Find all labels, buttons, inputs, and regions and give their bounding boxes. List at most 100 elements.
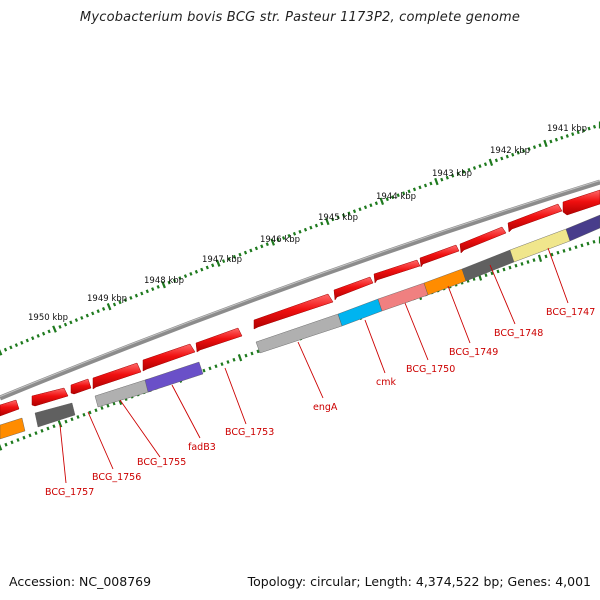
gene-label[interactable]: BCG_1757 — [45, 487, 94, 498]
gene-label[interactable]: BCG_1749 — [449, 347, 498, 358]
minor-tick — [256, 349, 260, 354]
major-tick — [598, 121, 600, 129]
minor-tick — [10, 440, 14, 445]
minor-tick — [96, 309, 100, 314]
minor-tick — [576, 130, 580, 135]
gene-arrow[interactable] — [562, 189, 600, 216]
leader-line — [447, 285, 471, 344]
gene-arrow[interactable] — [0, 399, 20, 417]
minor-tick — [402, 191, 406, 196]
kbp-label-1944: 1944 kbp — [376, 192, 416, 202]
minor-tick — [80, 316, 84, 320]
gene-label[interactable]: BCG_1748 — [494, 328, 543, 339]
gene-label[interactable]: BCG_1747 — [546, 307, 595, 318]
major-tick — [106, 303, 112, 311]
minor-tick — [560, 135, 564, 140]
minor-tick — [287, 234, 291, 238]
genome-backbone-shade — [0, 180, 600, 397]
feature-bar[interactable] — [34, 402, 76, 428]
gene-arrow[interactable] — [507, 203, 563, 233]
gene-label[interactable]: BCG_1750 — [406, 364, 455, 375]
gene-label[interactable]: BCG_1756 — [92, 472, 141, 483]
kbp-label-1941: 1941 kbp — [547, 124, 587, 134]
minor-tick — [238, 252, 242, 257]
minor-tick — [47, 329, 51, 334]
gene-arrow[interactable] — [31, 387, 69, 407]
feature-bar[interactable] — [94, 378, 153, 408]
minor-tick — [64, 419, 68, 424]
minor-tick — [183, 274, 188, 278]
minor-tick — [514, 263, 518, 268]
minor-tick — [85, 313, 89, 318]
gene-arrow[interactable] — [142, 343, 196, 372]
minor-tick — [347, 211, 351, 216]
minor-tick — [243, 250, 248, 255]
minor-tick — [244, 353, 248, 358]
minor-tick — [260, 244, 264, 249]
minor-tick — [76, 415, 80, 419]
feature-bar[interactable] — [565, 214, 600, 242]
minor-tick — [462, 169, 466, 174]
gene-label[interactable]: engA — [313, 402, 338, 413]
leader-line — [87, 411, 114, 470]
inner-scale-ticks — [0, 236, 600, 451]
leader-line — [404, 302, 429, 361]
minor-tick — [232, 357, 236, 362]
minor-tick — [91, 311, 95, 316]
major-tick — [57, 420, 63, 428]
minor-tick — [214, 364, 218, 369]
minor-tick — [70, 417, 74, 422]
minor-tick — [34, 431, 38, 435]
minor-tick — [571, 132, 575, 136]
minor-tick — [156, 285, 160, 289]
minor-tick — [3, 347, 8, 352]
minor-tick — [28, 433, 32, 438]
gene-label[interactable]: BCG_1755 — [137, 457, 186, 468]
gene-label[interactable]: fadB3 — [188, 442, 216, 453]
gene-label[interactable]: BCG_1753 — [225, 427, 274, 438]
feature-bar[interactable] — [337, 298, 383, 327]
minor-tick — [526, 260, 530, 264]
minor-tick — [592, 124, 597, 129]
minor-tick — [532, 258, 536, 262]
feature-bar[interactable] — [144, 361, 204, 393]
minor-tick — [554, 137, 558, 142]
gene-labels: BCG_1747 BCG_1748 BCG_1749 BCG_1750 cmk … — [45, 307, 595, 498]
gene-arrow[interactable] — [373, 259, 421, 284]
minor-tick — [16, 438, 20, 442]
minor-tick — [412, 187, 417, 192]
feature-bar[interactable] — [423, 268, 467, 296]
minor-tick — [232, 254, 237, 259]
gene-arrow[interactable] — [70, 378, 92, 395]
kbp-label-1950: 1950 kbp — [28, 313, 68, 323]
leader-line — [547, 247, 569, 304]
minor-tick — [423, 183, 428, 188]
minor-tick — [101, 307, 106, 311]
minor-tick — [151, 287, 155, 291]
minor-tick — [4, 442, 8, 447]
minor-tick — [112, 302, 117, 307]
gene-arrow[interactable] — [195, 327, 243, 353]
gene-arrow[interactable] — [419, 244, 460, 268]
minor-tick — [20, 340, 24, 345]
minor-tick — [550, 252, 554, 257]
minor-tick — [456, 171, 460, 176]
kbp-label-1947: 1947 kbp — [202, 255, 242, 265]
gene-arrow[interactable] — [333, 276, 374, 301]
leader-line — [489, 264, 516, 325]
minor-tick — [194, 269, 199, 274]
minor-tick — [249, 248, 253, 253]
feature-bar[interactable] — [0, 417, 26, 440]
gene-label[interactable]: cmk — [376, 377, 396, 388]
minor-tick — [208, 366, 212, 371]
minor-tick — [200, 267, 204, 272]
feature-bar[interactable] — [461, 249, 515, 282]
gene-arrow[interactable] — [253, 293, 334, 330]
gene-arrow[interactable] — [459, 226, 507, 254]
major-tick — [543, 139, 548, 148]
feature-bar[interactable] — [377, 282, 429, 312]
gene-arrow[interactable] — [92, 362, 142, 390]
major-tick — [52, 325, 57, 333]
minor-tick — [178, 276, 182, 281]
